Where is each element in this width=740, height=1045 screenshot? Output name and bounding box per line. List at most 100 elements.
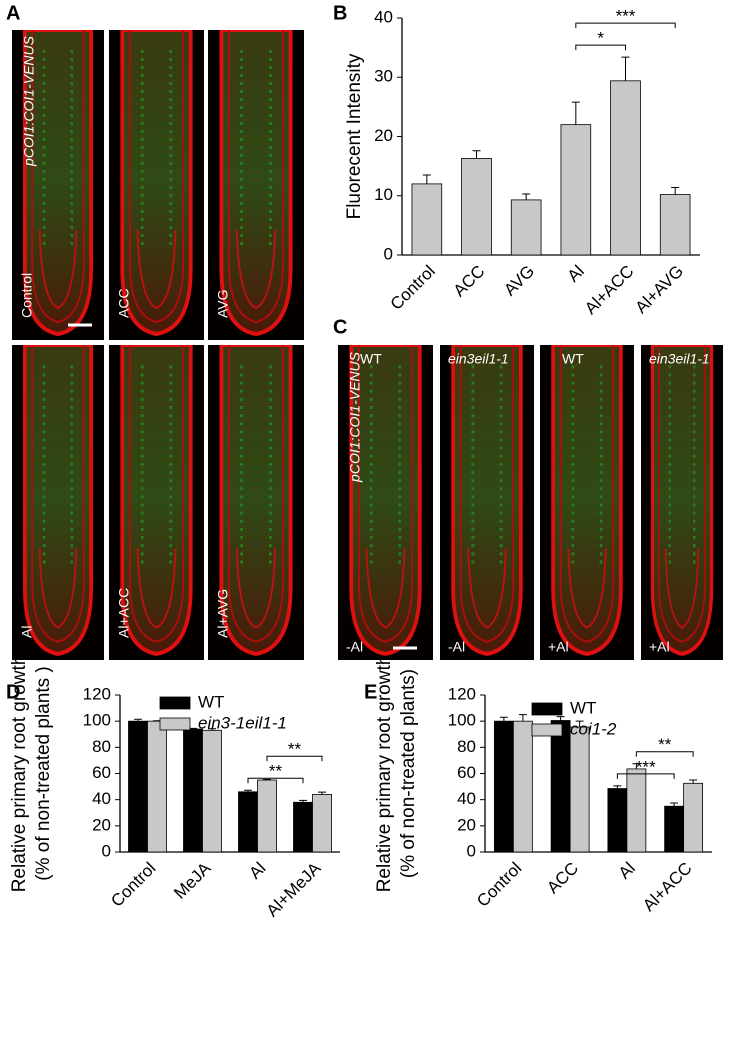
y-tick-label: 0 [384, 244, 393, 263]
bar [610, 80, 641, 256]
error-bar [518, 714, 527, 722]
x-tick-label: ACC [543, 859, 582, 898]
y-axis-label: Fluorecent Intensity [344, 53, 365, 219]
error-bar [422, 174, 431, 184]
error-bar [632, 763, 641, 769]
panel-letter: E [364, 681, 377, 703]
y-tick-label: 0 [467, 841, 476, 860]
x-tick-label: Control [387, 262, 439, 314]
x-tick-label: Al+AVG [632, 262, 688, 318]
legend-swatch [159, 717, 191, 731]
significance-bracket [616, 773, 675, 779]
error-bar [613, 785, 622, 789]
y-tick-label: 40 [374, 7, 393, 26]
treatment-label: Al+AVG [215, 589, 231, 638]
error-bar [621, 56, 630, 81]
y-tick-label: 30 [374, 67, 393, 86]
significance-bracket [575, 44, 626, 51]
treatment-label: +Al [548, 639, 569, 655]
bar-chart: 0 20 40 60 80 100 120 Relative primary root gro… [374, 655, 712, 915]
treatment-label: Al+ACC [116, 588, 132, 638]
y-tick-label: 80 [92, 737, 111, 756]
panel-a-images [12, 30, 304, 660]
bar-chart: 0 10 20 30 40 Fluorecent Intensity Control ACC A… [344, 7, 700, 318]
significance-bracket [635, 751, 694, 757]
bar [128, 720, 148, 853]
bar [659, 194, 691, 256]
error-bar [299, 799, 307, 803]
error-bar [318, 791, 326, 795]
error-bar [575, 720, 584, 728]
bar [293, 801, 313, 853]
bar [238, 791, 258, 853]
y-tick-label: 100 [83, 711, 111, 730]
y-tick-label: 120 [448, 684, 476, 703]
x-tick-label: MeJA [170, 858, 215, 903]
legend-label: ein3-1eil1-1 [198, 713, 287, 732]
bar [512, 720, 533, 853]
treatment-label: +Al [649, 639, 670, 655]
error-bar [134, 718, 142, 722]
bar [664, 805, 685, 853]
bar [510, 199, 542, 256]
x-tick-label: ACC [450, 262, 489, 301]
y-tick-label: 0 [102, 841, 111, 860]
y-tick-label: 100 [448, 711, 476, 730]
panel-c-images [338, 345, 723, 660]
y-axis-label: (% of non-treated plants ) [33, 666, 54, 880]
bar [411, 183, 443, 256]
bar [147, 720, 167, 853]
panel-letter: A [6, 2, 20, 24]
genotype-label: WT [562, 351, 584, 367]
y-tick-label: 40 [92, 789, 111, 808]
y-tick-label: 10 [374, 185, 393, 204]
legend-label: coi1-2 [570, 719, 617, 738]
panel-letter: B [333, 2, 347, 24]
treatment-label: -Al [346, 639, 363, 655]
treatment-label: -Al [448, 639, 465, 655]
bar [550, 720, 571, 853]
error-bar [689, 779, 698, 784]
significance-bracket [575, 22, 676, 29]
x-tick-label: Al [564, 262, 588, 286]
panel-letter: C [333, 316, 347, 338]
bar [626, 768, 647, 853]
bar [257, 779, 277, 853]
bar [683, 782, 704, 853]
construct-label: pCOI1:COI1-VENUS [21, 35, 37, 167]
legend-swatch [531, 723, 563, 737]
x-tick-label: Al+ACC [639, 859, 696, 916]
bar [493, 720, 514, 853]
bar [183, 728, 203, 853]
x-tick-label: AVG [500, 262, 538, 300]
genotype-label: ein3eil1-1 [649, 351, 710, 367]
y-tick-label: 60 [457, 763, 476, 782]
legend-swatch [531, 702, 563, 716]
treatment-label: ACC [116, 288, 132, 318]
x-tick-label: Control [107, 859, 159, 911]
significance-label: *** [636, 757, 656, 776]
x-tick-label: Control [473, 859, 525, 911]
bar [560, 124, 592, 256]
legend-label: WT [570, 698, 596, 717]
legend-label: WT [198, 692, 224, 711]
y-tick-label: 20 [92, 815, 111, 834]
x-tick-label: Al [615, 859, 639, 883]
y-axis-label: Relative primary root growth [9, 655, 30, 893]
error-bar [472, 150, 481, 159]
x-tick-label: Al+MeJA [263, 858, 325, 920]
y-tick-label: 60 [92, 763, 111, 782]
error-bar [556, 716, 565, 721]
legend-swatch [159, 696, 191, 710]
error-bar [670, 802, 679, 807]
y-axis-label: Relative primary root growth [374, 655, 395, 893]
y-tick-label: 120 [83, 684, 111, 703]
genotype-label: WT [360, 351, 382, 367]
bar [312, 794, 332, 853]
bar [569, 726, 590, 853]
treatment-label: AVG [215, 289, 231, 318]
treatment-label: Al [19, 626, 35, 638]
error-bar [263, 778, 271, 781]
y-tick-label: 80 [457, 737, 476, 756]
